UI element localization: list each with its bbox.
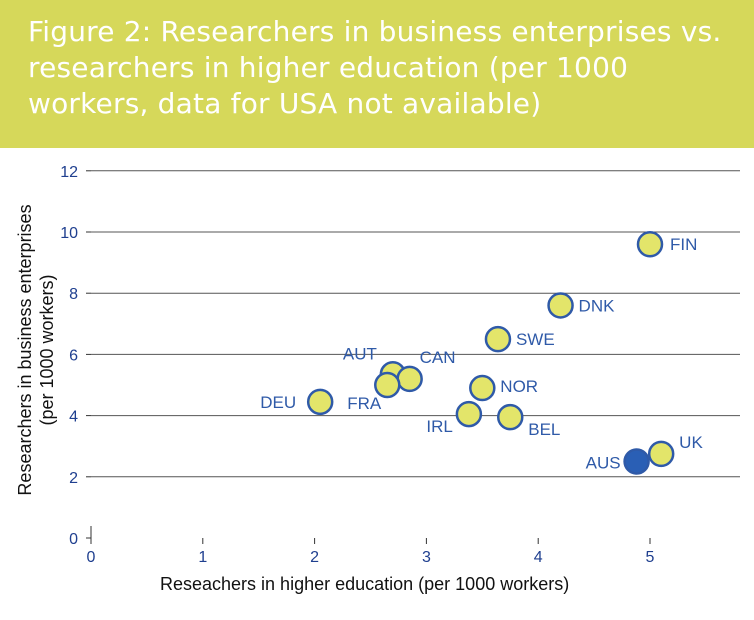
point-label-aut: AUT (343, 344, 377, 363)
point-marker-aus (623, 448, 650, 475)
point-marker-uk (647, 440, 675, 468)
y-axis-title-line2: (per 1000 workers) (37, 274, 57, 426)
point-marker-dnk (547, 292, 574, 319)
point-labels: FIN DNK SWE AUT CAN FRA NOR DEU IRL BEL UK AUS (260, 235, 703, 472)
figure-header: Figure 2: Researchers in business enterp… (0, 0, 754, 148)
axes (86, 170, 651, 544)
x-tick-label: 0 (87, 549, 96, 566)
point-marker-fin (636, 230, 664, 258)
y-axis-title: Researchers in business enterprises (per… (14, 204, 58, 495)
figure-title: Figure 2: Researchers in business enterp… (28, 15, 722, 120)
point-marker-fra (374, 371, 401, 399)
point-label-fin: FIN (670, 235, 697, 254)
data-points (306, 230, 675, 475)
x-tick-label: 5 (646, 549, 655, 566)
point-label-dnk: DNK (579, 296, 616, 315)
y-tick-label: 12 (60, 164, 78, 181)
x-tick-label: 1 (198, 549, 207, 566)
point-marker-deu (306, 388, 334, 416)
y-axis-title-line1: Researchers in business enterprises (15, 204, 35, 496)
point-marker-irl (455, 400, 483, 428)
y-tick-label: 2 (69, 470, 78, 487)
point-label-deu: DEU (260, 393, 296, 412)
point-label-can: CAN (420, 348, 456, 367)
x-axis-title: Reseachers in higher education (per 1000… (160, 574, 570, 594)
point-label-nor: NOR (500, 377, 538, 396)
y-tick-label: 6 (69, 347, 78, 364)
point-label-swe: SWE (516, 330, 555, 349)
point-label-irl: IRL (426, 417, 452, 436)
point-marker-bel (497, 403, 524, 431)
point-label-aus: AUS (586, 454, 621, 473)
y-tick-label: 0 (69, 531, 78, 548)
point-label-uk: UK (679, 433, 703, 452)
grid-lines (91, 170, 740, 478)
point-marker-nor (469, 374, 496, 402)
y-axis-title-wrap: Researchers in business enterprises (per… (0, 160, 70, 540)
x-tick-label: 3 (422, 549, 431, 566)
point-marker-can (396, 365, 423, 393)
x-tick-label: 2 (310, 549, 319, 566)
point-marker-swe (484, 325, 512, 353)
point-label-bel: BEL (528, 420, 560, 439)
y-tick-label: 8 (69, 286, 78, 303)
y-tick-label: 4 (69, 409, 78, 426)
x-tick-label: 4 (534, 549, 543, 566)
y-tick-label: 10 (60, 225, 78, 242)
point-label-fra: FRA (347, 394, 382, 413)
